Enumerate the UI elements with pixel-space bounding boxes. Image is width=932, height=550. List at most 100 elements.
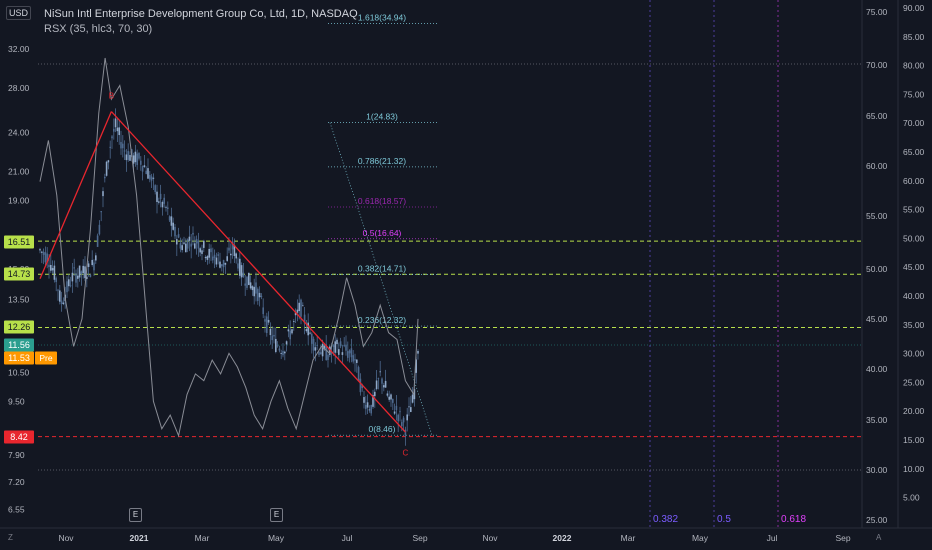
candle-body: [273, 334, 275, 337]
wave-trendlines[interactable]: BC: [39, 91, 409, 457]
candle-body: [123, 150, 126, 152]
right-axis-tick: 55.00: [866, 211, 888, 221]
candle-body: [413, 389, 416, 400]
candle-body: [203, 240, 205, 248]
left-axis-tick: 7.20: [8, 477, 25, 487]
rsx-axis-tick: 70.00: [903, 118, 925, 128]
candle-body: [311, 333, 313, 344]
candle-body: [350, 348, 353, 358]
rsx-axis[interactable]: 90.00 85.00 80.00 75.00 70.00 65.00 60.00 55.00…: [903, 3, 925, 503]
candle-body: [77, 275, 79, 279]
left-axis-tick: 10.50: [8, 367, 30, 377]
candle-body: [275, 338, 277, 352]
candle-body: [194, 243, 196, 249]
candle-body: [305, 329, 308, 332]
candle-body: [55, 278, 57, 283]
price-label-text: 12.26: [8, 322, 31, 332]
candle-body: [217, 254, 219, 256]
candle-body: [280, 353, 282, 354]
right-axis-tick: 35.00: [866, 415, 888, 425]
candle-body: [177, 234, 180, 238]
candle-body: [105, 161, 108, 176]
wave-label: B: [109, 91, 114, 100]
left-axis-tick: 7.90: [8, 450, 25, 460]
candle-body: [269, 328, 272, 336]
candle-body: [415, 359, 417, 373]
candle-body: [136, 153, 138, 165]
candle-body: [46, 253, 48, 263]
candle-body: [145, 170, 147, 174]
candle-body: [388, 396, 390, 400]
candle-body: [249, 282, 252, 289]
symbol-title[interactable]: NiSun Intl Enterprise Development Group …: [44, 8, 358, 20]
candle-body: [264, 319, 266, 322]
time-fib-label: 0.382: [653, 514, 678, 525]
right-price-axis[interactable]: 75.00 70.00 65.00 60.00 55.00 50.00 45.00 40.00…: [866, 7, 888, 525]
candle-body: [68, 279, 70, 287]
chart-header: NiSun Intl Enterprise Development Group …: [44, 7, 358, 37]
time-axis[interactable]: Nov 2021 Mar May Jul Sep Nov 2022 Mar May Jul Sep: [58, 533, 850, 543]
candle-body: [185, 243, 187, 253]
time-axis-tick: 2021: [130, 533, 149, 543]
earnings-badge[interactable]: E: [270, 508, 283, 522]
rsx-axis-tick: 65.00: [903, 147, 925, 157]
candle-body: [235, 253, 237, 259]
candle-body: [357, 367, 360, 381]
candle-body: [410, 407, 412, 412]
candle-body: [397, 414, 399, 422]
candle-body: [152, 177, 155, 179]
earnings-badge[interactable]: E: [129, 508, 142, 522]
time-axis-tick: May: [692, 533, 709, 543]
candle-body: [138, 153, 140, 159]
candle-body: [80, 271, 83, 275]
rsx-axis-tick: 75.00: [903, 89, 925, 99]
candle-body: [206, 256, 209, 260]
candle-body: [345, 344, 347, 351]
candle-body: [212, 256, 214, 261]
candle-body: [282, 351, 284, 356]
time-fib-lines: 0.382 0.5 0.618: [649, 0, 806, 528]
time-fib-label: 0.618: [781, 514, 806, 525]
candle-body: [375, 380, 378, 390]
candle-body: [294, 312, 297, 316]
rsx-axis-tick: 55.00: [903, 205, 925, 215]
candle-body: [338, 349, 340, 355]
candle-body: [127, 151, 129, 160]
candle-body: [73, 267, 75, 269]
candle-body: [111, 136, 113, 139]
time-axis-tick: Nov: [58, 533, 74, 543]
price-label-text: 8.42: [10, 432, 28, 442]
currency-label[interactable]: USD: [6, 6, 32, 20]
indicator-title[interactable]: RSX (35, hlc3, 70, 30): [44, 23, 153, 35]
pre-market-text: Pre: [39, 353, 53, 363]
fib-retracement[interactable]: 1.618(34.94) 1(24.83) 0.786(21.32) 0.618(18…: [328, 12, 437, 436]
price-label-box: [4, 430, 34, 444]
candle-body: [321, 343, 324, 357]
rsx-axis-tick: 40.00: [903, 291, 925, 301]
candle-body: [384, 380, 387, 388]
candle-body: [318, 351, 320, 355]
candle-body: [170, 216, 173, 226]
candle-body: [179, 243, 182, 249]
price-label-box: [4, 338, 34, 352]
candle-body: [195, 238, 198, 244]
rsx-axis-tick: 90.00: [903, 3, 925, 13]
candle-body: [199, 248, 201, 253]
time-axis-tick: May: [268, 533, 285, 543]
candle-body: [71, 272, 74, 282]
candle-body: [62, 302, 65, 305]
candle-body: [287, 329, 290, 332]
left-axis-tick: 9.50: [8, 397, 25, 407]
candle-body: [204, 256, 207, 259]
candle-body: [296, 309, 299, 313]
candle-body: [278, 348, 281, 351]
candle-body: [114, 118, 117, 128]
candle-body: [361, 384, 363, 389]
candle-body: [271, 335, 273, 341]
candle-body: [233, 245, 236, 257]
bottom-left-marker[interactable]: Z: [8, 533, 13, 542]
bottom-right-marker[interactable]: A: [876, 533, 882, 542]
candle-body: [266, 316, 268, 334]
candle-body: [343, 345, 345, 346]
